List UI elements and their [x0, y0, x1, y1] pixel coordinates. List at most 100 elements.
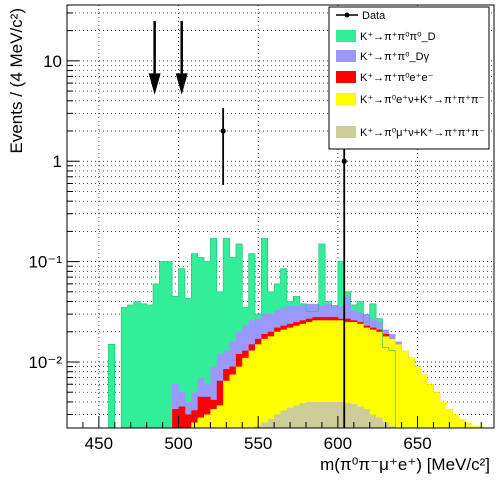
hist-ke4-bin — [293, 325, 300, 428]
x-tick-label: 550 — [244, 434, 272, 453]
legend-pipi0g-swatch — [336, 50, 356, 62]
hist-k3pi0-bin — [159, 261, 167, 428]
hist-pipi0ee-bin — [172, 409, 179, 428]
hist-kmu4-bin — [267, 419, 275, 428]
arrow-head — [148, 73, 161, 95]
legend-entry-kmu4: K⁺→π⁰μ⁺ν+K⁺→π⁺π⁺π⁻ — [336, 126, 485, 139]
hist-kmu4-bin — [331, 401, 339, 428]
hist-pipi0ee-bin — [191, 410, 198, 428]
hist-kmu4-bin — [305, 401, 313, 428]
legend-k3pi0-label: K⁺→π⁺π⁰π⁰_D — [360, 31, 436, 43]
hist-k3pi0-bin — [197, 257, 205, 428]
signal-arrow — [175, 20, 188, 95]
hist-kmu4-bin — [350, 404, 358, 428]
hist-kmu4-bin — [388, 426, 396, 428]
hist-ke4-bin — [216, 405, 224, 428]
hist-pipi0ee-bin — [184, 414, 192, 428]
legend-pipi0ee-label: K⁺→π⁺π⁰e⁺e⁻ — [360, 72, 434, 84]
legend-entry-pipi0ee: K⁺→π⁺π⁰e⁺e⁻ — [336, 71, 434, 84]
stacked-histograms — [108, 238, 491, 429]
data-marker — [341, 158, 347, 164]
stack-outline — [108, 238, 491, 429]
legend-pipi0ee-swatch — [336, 71, 356, 83]
hist-kmu4-bin — [369, 414, 377, 428]
hist-ke4-bin — [458, 419, 466, 428]
hist-ke4-bin — [312, 320, 320, 428]
y-tick-label: 10⁻² — [28, 353, 62, 372]
legend-data-label: Data — [362, 10, 386, 22]
hist-ke4-bin — [407, 357, 415, 428]
y-axis-label: Events / (4 MeV/c²) — [7, 8, 26, 153]
hist-k3pi0-bin — [140, 303, 147, 428]
y-tick-label: 1 — [53, 152, 62, 171]
hist-ke4-bin — [350, 322, 358, 428]
legend-entry-ke4: K⁺→π⁰e⁺ν+K⁺→π⁺π⁺π⁻ — [336, 93, 485, 106]
hist-pipi0ee-bin — [197, 396, 205, 428]
hist-ke4-bin — [242, 357, 249, 428]
hist-kmu4-bin — [318, 401, 326, 428]
hist-ke4-bin — [395, 344, 402, 428]
hist-ke4-bin — [197, 417, 205, 428]
hist-k3pi0-bin — [121, 307, 128, 428]
hist-k3pi0-bin — [108, 344, 116, 428]
hist-ke4-bin — [382, 336, 390, 428]
x-axis-label: m(π⁰π⁻μ⁺e⁺) [MeV/c²] — [320, 455, 490, 474]
hist-kmu4-bin — [363, 409, 371, 428]
hist-kmu4-bin — [274, 414, 281, 428]
hist-ke4-bin — [274, 331, 281, 428]
hist-ke4-bin — [376, 331, 383, 428]
legend-ke4-swatch — [336, 93, 356, 105]
hist-pipi0g-bin — [191, 392, 198, 428]
hist-ke4-bin — [420, 374, 428, 428]
axes: 450 500 550 600 650 10⁻² 10⁻¹ 1 10 — [28, 12, 482, 453]
hist-kmu4-bin — [337, 401, 345, 428]
hist-pipi0ee-bin — [178, 406, 186, 428]
x-tick-label: 450 — [85, 434, 113, 453]
hist-pipi0g-bin — [210, 366, 218, 428]
hist-k3pi0-bin — [178, 268, 186, 428]
hist-pipi0g-bin — [172, 384, 179, 428]
hist-ke4-bin — [465, 422, 472, 428]
x-tick-label: 500 — [164, 434, 192, 453]
data-point — [341, 124, 347, 428]
hist-kmu4-bin — [299, 403, 307, 428]
data-point — [220, 107, 226, 185]
legend-k3pi0-swatch — [336, 30, 356, 42]
hist-ke4-bin — [267, 336, 275, 428]
hist-k3pi0-bin — [191, 253, 198, 428]
x-tick-label: 650 — [403, 434, 431, 453]
data-marker — [220, 128, 226, 134]
legend-ke4-label: K⁺→π⁰e⁺ν+K⁺→π⁺π⁺π⁻ — [360, 94, 485, 106]
hist-ke4-bin — [325, 320, 332, 428]
hist-ke4-bin — [331, 320, 339, 428]
hist-kmu4-bin — [325, 401, 332, 428]
hist-ke4-bin — [204, 414, 211, 428]
hist-k3pi0-bin — [204, 261, 211, 428]
hist-ke4-bin — [427, 384, 434, 428]
hist-kmu4-bin — [356, 406, 364, 428]
hist-kmu4-bin — [286, 407, 294, 428]
legend-data-marker — [344, 12, 350, 18]
hist-kmu4-bin — [280, 410, 288, 428]
hist-ke4-bin — [223, 380, 230, 428]
legend: Data K⁺→π⁺π⁰π⁰_D K⁺→π⁺π⁰_Dγ K⁺→π⁺π⁰e⁺e⁻ … — [328, 6, 490, 150]
hist-ke4-bin — [337, 320, 345, 428]
hist-k3pi0-bin — [184, 298, 192, 428]
data-markers — [148, 20, 347, 428]
hist-ke4-bin — [446, 409, 453, 428]
hist-ke4-bin — [286, 327, 294, 428]
hist-k3pi0-bin — [153, 283, 160, 428]
hist-ke4-bin — [401, 350, 409, 428]
hist-ke4-bin — [414, 366, 422, 428]
x-tick-label: 600 — [324, 434, 352, 453]
y-tick-label: 10⁻¹ — [28, 253, 62, 272]
legend-entry-pipi0g: K⁺→π⁺π⁰_Dγ — [336, 50, 430, 63]
hist-ke4-bin — [471, 426, 479, 428]
legend-kmu4-swatch — [336, 126, 356, 138]
hist-ke4-bin — [356, 323, 364, 428]
hist-ke4-bin — [452, 414, 460, 428]
signal-arrow — [148, 20, 161, 95]
legend-entry-data: Data — [336, 10, 386, 22]
hist-ke4-bin — [255, 344, 262, 428]
